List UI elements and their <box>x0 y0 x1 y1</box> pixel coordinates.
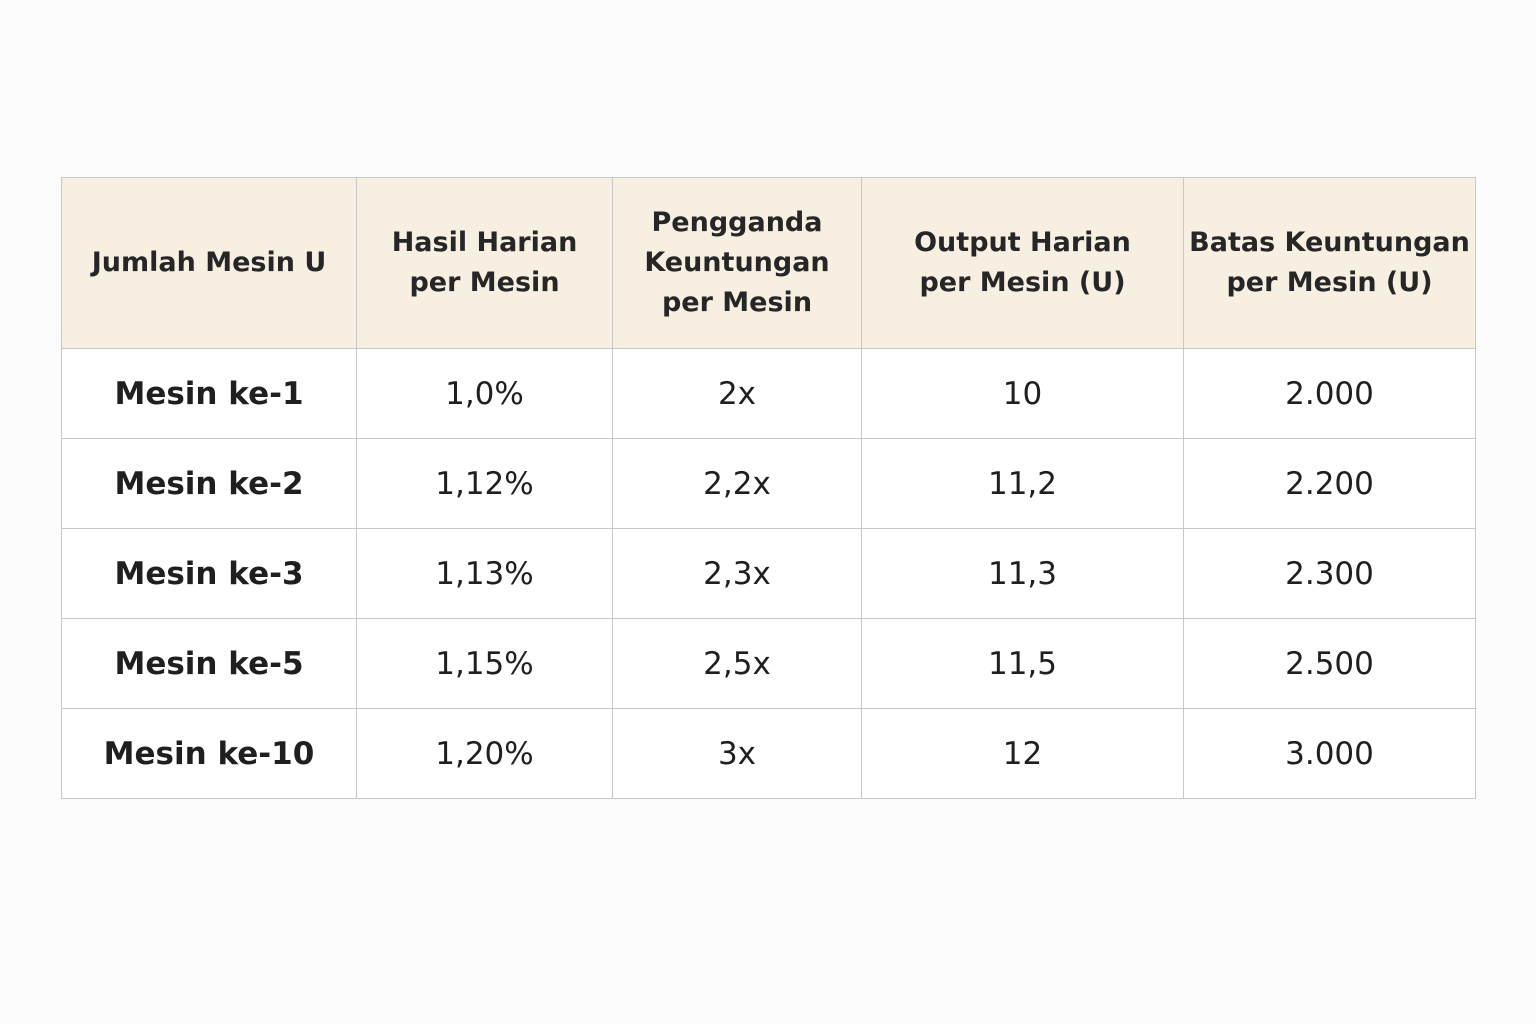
profit-limit-cell: 3.000 <box>1183 708 1476 799</box>
header-profit-limit: Batas Keuntungan per Mesin (U) <box>1183 177 1476 349</box>
multiplier-cell: 3x <box>612 708 862 799</box>
machine-cell: Mesin ke-2 <box>61 438 357 529</box>
table-body: Mesin ke-1 1,0% 2x 10 2.000 Mesin ke-2 1… <box>61 348 1476 799</box>
daily-yield-cell: 1,13% <box>356 528 613 619</box>
header-line: per Mesin (U) <box>919 267 1126 298</box>
machine-cell: Mesin ke-3 <box>61 528 357 619</box>
daily-output-cell: 12 <box>861 708 1184 799</box>
daily-yield-cell: 1,12% <box>356 438 613 529</box>
daily-yield-cell: 1,20% <box>356 708 613 799</box>
header-daily-yield: Hasil Harian per Mesin <box>356 177 613 349</box>
machine-cell: Mesin ke-10 <box>61 708 357 799</box>
machine-table: Jumlah Mesin U Hasil Harian per Mesin Pe… <box>61 177 1476 799</box>
multiplier-cell: 2,5x <box>612 618 862 709</box>
multiplier-cell: 2,2x <box>612 438 862 529</box>
profit-limit-cell: 2.300 <box>1183 528 1476 619</box>
daily-output-cell: 11,5 <box>861 618 1184 709</box>
daily-output-cell: 11,2 <box>861 438 1184 529</box>
header-line: per Mesin (U) <box>1226 267 1433 298</box>
header-daily-output: Output Harian per Mesin (U) <box>861 177 1184 349</box>
header-line: Jumlah Mesin U <box>91 247 327 278</box>
daily-output-cell: 11,3 <box>861 528 1184 619</box>
header-line: per Mesin <box>661 287 813 318</box>
table-row: Mesin ke-2 1,12% 2,2x 11,2 2.200 <box>61 438 1476 529</box>
machine-table-container: Jumlah Mesin U Hasil Harian per Mesin Pe… <box>61 177 1476 799</box>
profit-limit-cell: 2.200 <box>1183 438 1476 529</box>
header-line: Batas Keuntungan <box>1189 227 1470 258</box>
header-machine-count: Jumlah Mesin U <box>61 177 357 349</box>
header-line: per Mesin <box>409 267 560 298</box>
table-row: Mesin ke-10 1,20% 3x 12 3.000 <box>61 708 1476 799</box>
header-row: Jumlah Mesin U Hasil Harian per Mesin Pe… <box>61 177 1476 349</box>
daily-yield-cell: 1,15% <box>356 618 613 709</box>
header-line: Keuntungan <box>644 247 830 278</box>
table-row: Mesin ke-5 1,15% 2,5x 11,5 2.500 <box>61 618 1476 709</box>
multiplier-cell: 2x <box>612 348 862 439</box>
table-row: Mesin ke-1 1,0% 2x 10 2.000 <box>61 348 1476 439</box>
daily-yield-cell: 1,0% <box>356 348 613 439</box>
header-profit-multiplier: Pengganda Keuntungan per Mesin <box>612 177 862 349</box>
header-line: Pengganda <box>651 207 823 238</box>
table-header: Jumlah Mesin U Hasil Harian per Mesin Pe… <box>61 177 1476 349</box>
header-line: Hasil Harian <box>391 227 578 258</box>
multiplier-cell: 2,3x <box>612 528 862 619</box>
profit-limit-cell: 2.000 <box>1183 348 1476 439</box>
machine-cell: Mesin ke-1 <box>61 348 357 439</box>
header-line: Output Harian <box>914 227 1131 258</box>
machine-cell: Mesin ke-5 <box>61 618 357 709</box>
profit-limit-cell: 2.500 <box>1183 618 1476 709</box>
table-row: Mesin ke-3 1,13% 2,3x 11,3 2.300 <box>61 528 1476 619</box>
daily-output-cell: 10 <box>861 348 1184 439</box>
